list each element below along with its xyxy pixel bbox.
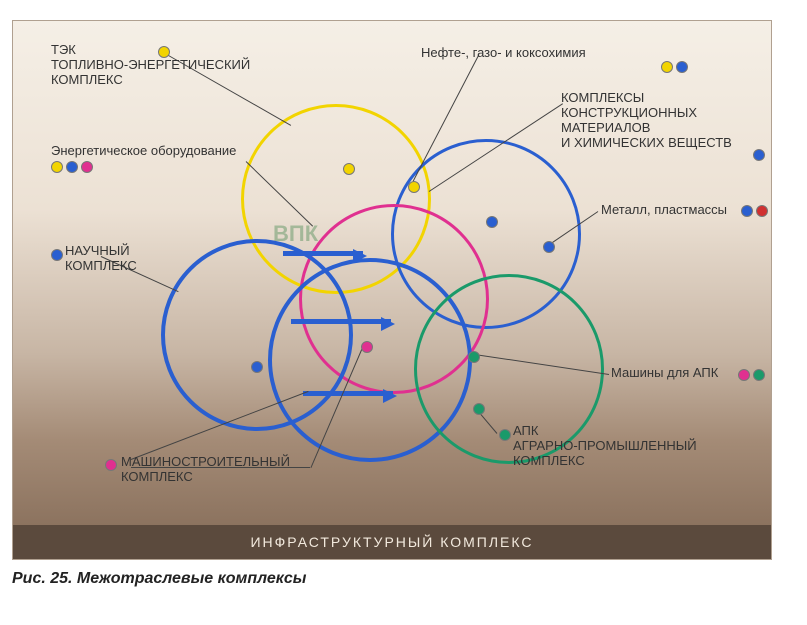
- marker-dot: [408, 181, 420, 193]
- label-mashin: МАШИНОСТРОИТЕЛЬНЫЙ КОМПЛЕКС: [121, 455, 290, 485]
- marker-dot: [468, 351, 480, 363]
- marker-dot: [499, 429, 511, 441]
- leader-line: [413, 54, 480, 181]
- marker-dot: [486, 216, 498, 228]
- circle-tek: [241, 104, 431, 294]
- leader-line: [429, 103, 564, 192]
- flow-arrow: [303, 391, 393, 396]
- marker-dot: [81, 161, 93, 173]
- leader-line: [311, 346, 364, 467]
- marker-dot: [753, 369, 765, 381]
- marker-dot: [158, 46, 170, 58]
- marker-dot: [543, 241, 555, 253]
- marker-dot: [251, 361, 263, 373]
- circle-nauch: [161, 239, 353, 431]
- marker-dot: [753, 149, 765, 161]
- label-energ: Энергетическое оборудование: [51, 144, 236, 159]
- label-metal: Металл, пластмассы: [601, 203, 727, 218]
- marker-dot: [343, 163, 355, 175]
- leader-line: [246, 161, 314, 227]
- figure-caption: Рис. 25. Межотраслевые комплексы: [12, 570, 306, 588]
- leader-line: [551, 211, 599, 244]
- marker-dot: [105, 459, 117, 471]
- label-petro: Нефте-, газо- и коксохимия: [421, 46, 586, 61]
- leader-line: [165, 53, 291, 126]
- marker-dot: [66, 161, 78, 173]
- marker-dot: [361, 341, 373, 353]
- label-apk-mach: Машины для АПК: [611, 366, 718, 381]
- diagram-frame: ТЭК ТОПЛИВНО-ЭНЕРГЕТИЧЕСКИЙ КОМПЛЕКС Неф…: [12, 20, 772, 560]
- flow-arrow: [283, 251, 363, 256]
- label-nauch: НАУЧНЫЙ КОМПЛЕКС: [65, 244, 137, 274]
- leader-line: [131, 391, 308, 460]
- circle-vpk: [268, 258, 472, 462]
- label-apk: АПК АГРАРНО-ПРОМЫШЛЕННЫЙ КОМПЛЕКС: [513, 424, 697, 469]
- footer-bar: ИНФРАСТРУКТУРНЫЙ КОМПЛЕКС: [13, 525, 771, 559]
- leader-line: [475, 354, 609, 375]
- leader-line: [101, 256, 178, 292]
- leader-line: [131, 467, 310, 468]
- circle-mashin: [299, 204, 489, 394]
- marker-dot: [51, 249, 63, 261]
- marker-dot: [741, 205, 753, 217]
- label-tek: ТЭК ТОПЛИВНО-ЭНЕРГЕТИЧЕСКИЙ КОМПЛЕКС: [51, 43, 250, 88]
- label-konstr: КОМПЛЕКСЫ КОНСТРУКЦИОННЫХ МАТЕРИАЛОВ И Х…: [561, 91, 732, 151]
- flow-arrow: [291, 319, 391, 324]
- marker-dot: [661, 61, 673, 73]
- marker-dot: [676, 61, 688, 73]
- marker-dot: [473, 403, 485, 415]
- marker-dot: [51, 161, 63, 173]
- marker-dot: [756, 205, 768, 217]
- label-vpk: ВПК: [273, 221, 318, 247]
- marker-dot: [738, 369, 750, 381]
